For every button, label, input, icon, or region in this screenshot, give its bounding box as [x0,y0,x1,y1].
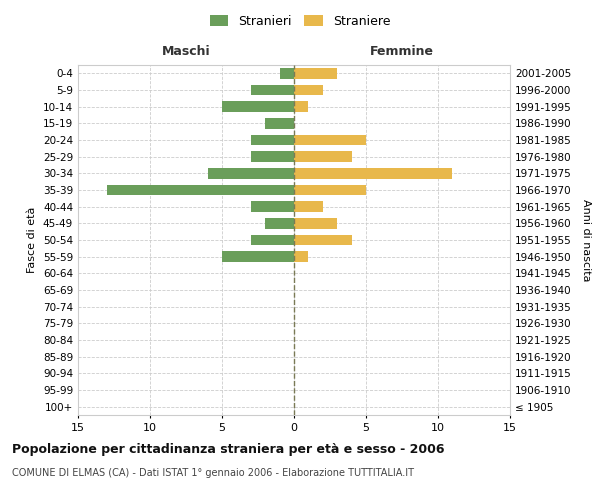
Bar [294,168,452,179]
Bar [280,68,294,78]
Text: Popolazione per cittadinanza straniera per età e sesso - 2006: Popolazione per cittadinanza straniera p… [12,442,445,456]
Text: COMUNE DI ELMAS (CA) - Dati ISTAT 1° gennaio 2006 - Elaborazione TUTTITALIA.IT: COMUNE DI ELMAS (CA) - Dati ISTAT 1° gen… [12,468,414,477]
Text: Femmine: Femmine [370,45,434,58]
Bar [222,251,294,262]
Bar [107,184,294,196]
Y-axis label: Anni di nascita: Anni di nascita [581,198,591,281]
Bar [265,118,294,128]
Bar [294,201,323,212]
Bar [265,218,294,229]
Legend: Stranieri, Straniere: Stranieri, Straniere [206,11,394,32]
Y-axis label: Fasce di età: Fasce di età [28,207,37,273]
Bar [294,151,352,162]
Bar [294,251,308,262]
Bar [294,234,352,246]
Text: Maschi: Maschi [161,45,211,58]
Bar [251,151,294,162]
Bar [294,84,323,96]
Bar [294,68,337,78]
Bar [294,134,366,145]
Bar [251,201,294,212]
Bar [251,234,294,246]
Bar [251,134,294,145]
Bar [222,101,294,112]
Bar [294,218,337,229]
Bar [294,101,308,112]
Bar [294,184,366,196]
Bar [208,168,294,179]
Bar [251,84,294,96]
